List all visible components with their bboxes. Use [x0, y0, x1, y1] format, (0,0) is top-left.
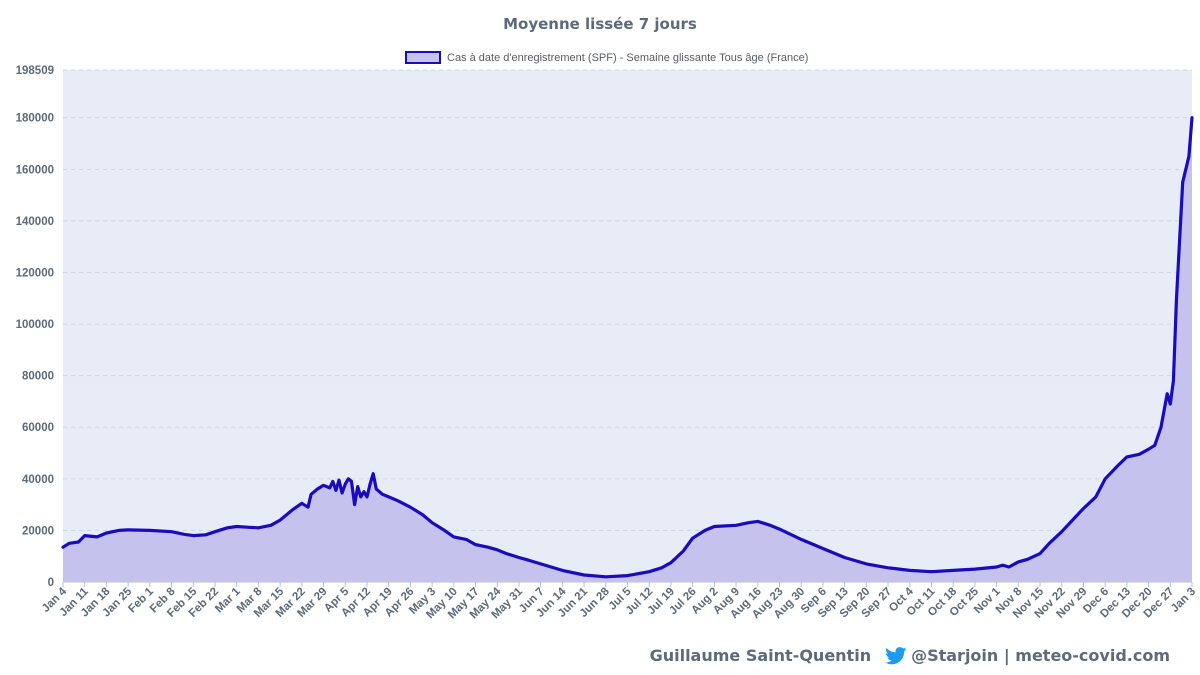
series-line — [61, 116, 1194, 579]
x-tick-label: Jan 3 — [1169, 586, 1198, 615]
footer: Guillaume Saint-Quentin @Starjoin | mete… — [650, 646, 1170, 665]
series-area — [63, 117, 1192, 582]
legend-label: Cas à date d'enregistrement (SPF) - Sema… — [447, 51, 809, 64]
y-tick-label: 198509 — [16, 65, 54, 77]
y-tick-label: 100000 — [16, 319, 54, 331]
series-layer — [61, 116, 1194, 582]
y-tick-label: 80000 — [22, 371, 54, 383]
chart-title: Moyenne lissée 7 jours — [503, 15, 697, 33]
y-tick-label: 40000 — [22, 474, 54, 486]
y-tick-label: 120000 — [16, 267, 54, 279]
y-tick-label: 0 — [48, 577, 54, 589]
y-axis: 0 20000 40000 60000 80000 100000 120000 140000 1… — [16, 65, 54, 589]
y-tick-label: 180000 — [16, 113, 54, 125]
y-tick-label: 140000 — [16, 216, 54, 228]
y-tick-label: 160000 — [16, 164, 54, 176]
footer-handle: @Starjoin | meteo-covid.com — [911, 646, 1170, 665]
grid-layer — [63, 69, 1192, 583]
twitter-bird-icon — [885, 646, 907, 665]
y-tick-label: 60000 — [22, 422, 54, 434]
legend-swatch — [405, 51, 441, 64]
y-tick-label: 20000 — [22, 525, 54, 537]
footer-author: Guillaume Saint-Quentin — [649, 646, 872, 665]
legend[interactable]: Cas à date d'enregistrement (SPF) - Sema… — [405, 51, 808, 64]
plot-background — [63, 70, 1192, 582]
